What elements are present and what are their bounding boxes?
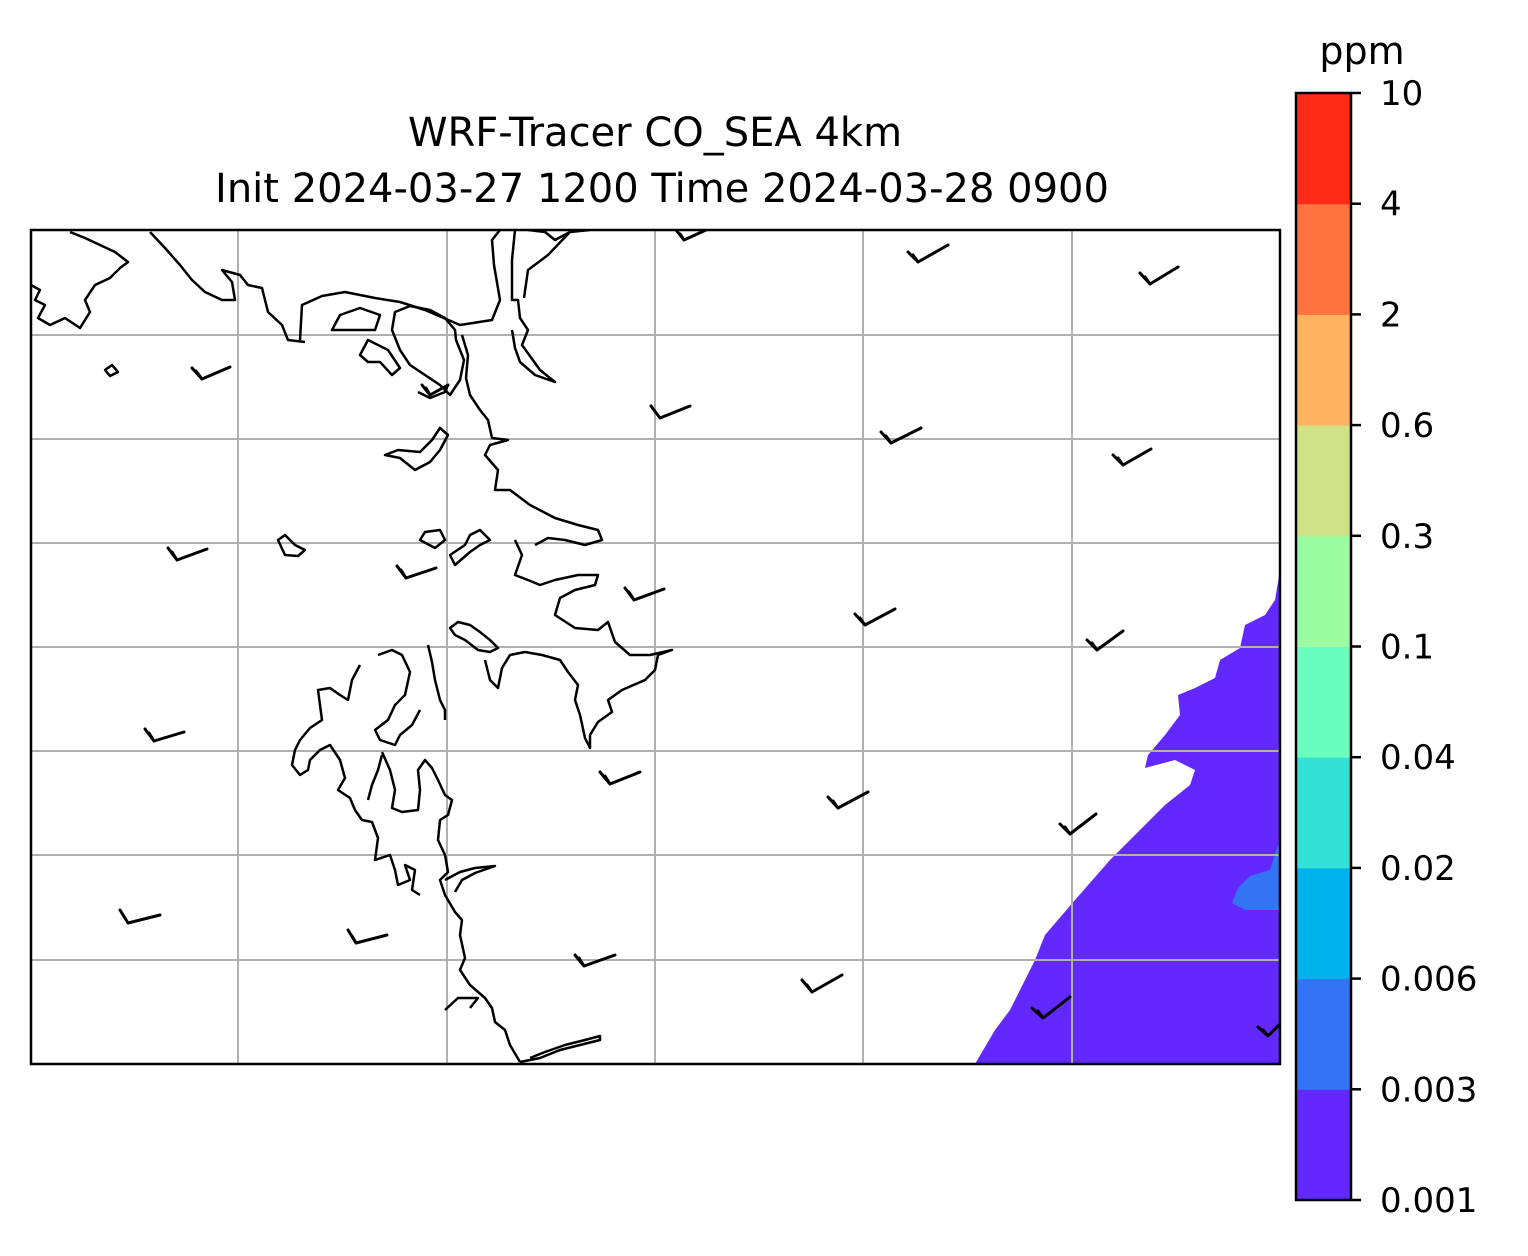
colorbar-tick-label: 0.1	[1380, 628, 1434, 668]
wind-barb	[1085, 629, 1125, 652]
wind-barb	[1058, 812, 1098, 836]
colorbar-segment	[1296, 314, 1351, 426]
wind-barb	[395, 564, 438, 580]
wind-barbs	[118, 230, 1280, 1038]
colorbar-unit-label: ppm	[1319, 29, 1404, 73]
colorbar-tick-label: 2	[1380, 295, 1402, 335]
colorbar-segment	[1296, 93, 1351, 205]
colorbar-tick-label: 0.6	[1380, 406, 1434, 446]
colorbar-tick-label: 0.04	[1380, 738, 1456, 778]
colorbar-segment	[1296, 978, 1351, 1090]
wind-barb	[1138, 265, 1180, 286]
wind-barb	[649, 404, 692, 420]
colorbar-tick-label: 10	[1380, 74, 1423, 114]
tracer-shaded-region	[975, 570, 1280, 1064]
wind-barb	[1256, 1022, 1280, 1038]
wind-barb	[1030, 995, 1072, 1020]
coastlines	[31, 230, 674, 1064]
colorbar-segment	[1296, 646, 1351, 758]
colorbar-tick-label: 0.3	[1380, 517, 1434, 557]
wind-barb	[674, 230, 708, 242]
wind-barb	[190, 365, 232, 381]
title-line-2: Init 2024-03-27 1200 Time 2024-03-28 090…	[215, 166, 1109, 212]
colorbar-segment	[1296, 757, 1351, 869]
colorbar-segment	[1296, 535, 1351, 647]
colorbar-segment	[1296, 1089, 1351, 1201]
colorbar-ticks: 0.001 0.003 0.006 0.02 0.04 0.1 0.3 0.6 2 4 10	[1351, 74, 1477, 1221]
colorbar-segment	[1296, 867, 1351, 980]
colorbar: ppm 0.001 0.003 0.006 0.02 0.04 0.1 0.3 0.6 2 4 10	[1294, 29, 1477, 1221]
wind-barb	[826, 790, 870, 810]
map-frame	[29, 228, 1282, 1066]
wind-barb	[166, 546, 209, 562]
wind-barb	[906, 243, 950, 264]
wind-barb	[118, 908, 162, 925]
wind-barb	[853, 607, 897, 627]
wind-barb	[1111, 447, 1153, 467]
wind-barb	[879, 426, 923, 445]
gridlines	[31, 230, 1280, 1064]
tracer-shaded-patch	[1232, 845, 1280, 910]
map-panel	[29, 228, 1282, 1066]
colorbar-segments	[1296, 93, 1351, 1201]
wind-barb	[573, 953, 617, 968]
colorbar-tick-label: 0.001	[1380, 1181, 1477, 1221]
colorbar-segment	[1296, 425, 1351, 537]
wind-barb	[623, 586, 666, 602]
colorbar-tick-label: 4	[1380, 185, 1402, 225]
colorbar-segment	[1296, 203, 1351, 315]
wind-barb	[598, 770, 642, 786]
colorbar-tick-label: 0.003	[1380, 1070, 1477, 1110]
wind-barb	[420, 383, 450, 397]
title-line-1: WRF-Tracer CO_SEA 4km	[408, 110, 902, 156]
wind-barb	[346, 928, 389, 945]
wind-barb	[800, 973, 844, 994]
colorbar-tick-label: 0.006	[1380, 960, 1477, 1000]
wind-barb	[143, 727, 186, 743]
colorbar-tick-label: 0.02	[1380, 849, 1456, 889]
